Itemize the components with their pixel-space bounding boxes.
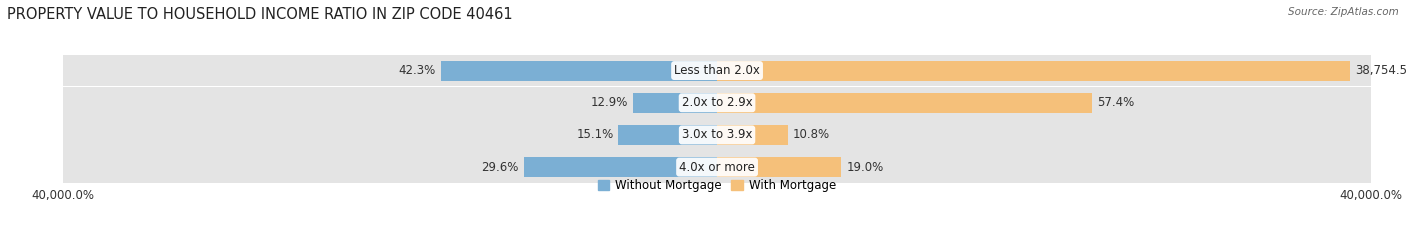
Bar [523,157,717,177]
Text: 3.0x to 3.9x: 3.0x to 3.9x [682,128,752,141]
Bar [717,125,787,145]
Text: 29.6%: 29.6% [481,161,519,174]
Text: Source: ZipAtlas.com: Source: ZipAtlas.com [1288,7,1399,17]
Bar [63,55,1371,86]
Bar [633,93,717,113]
Text: 42.3%: 42.3% [399,64,436,77]
Bar [63,151,1371,183]
Bar [63,87,1371,119]
Bar [63,119,1371,151]
Text: 2.0x to 2.9x: 2.0x to 2.9x [682,96,752,109]
Text: Less than 2.0x: Less than 2.0x [673,64,761,77]
Text: 10.8%: 10.8% [793,128,830,141]
Text: 19.0%: 19.0% [846,161,883,174]
Bar [717,61,1351,81]
Bar [717,157,841,177]
Text: PROPERTY VALUE TO HOUSEHOLD INCOME RATIO IN ZIP CODE 40461: PROPERTY VALUE TO HOUSEHOLD INCOME RATIO… [7,7,513,22]
Bar [717,93,1092,113]
Text: 4.0x or more: 4.0x or more [679,161,755,174]
Bar [619,125,717,145]
Text: 15.1%: 15.1% [576,128,613,141]
Bar [441,61,717,81]
Legend: Without Mortgage, With Mortgage: Without Mortgage, With Mortgage [593,174,841,197]
Text: 57.4%: 57.4% [1097,96,1135,109]
Text: 38,754.5%: 38,754.5% [1355,64,1406,77]
Text: 12.9%: 12.9% [591,96,628,109]
